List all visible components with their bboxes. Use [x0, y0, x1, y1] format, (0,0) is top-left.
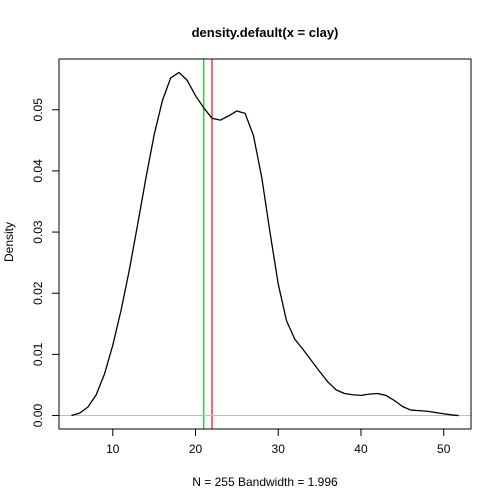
y-tick-label: 0.01 [31, 342, 45, 366]
x-axis-label: N = 255 Bandwidth = 1.996 [192, 475, 338, 489]
x-tick-label: 20 [189, 442, 203, 456]
density-curve-0 [71, 71, 459, 417]
y-axis: 0.00 0.01 0.02 0.03 0.04 0.05 [31, 98, 60, 428]
plot-frame [58, 58, 472, 430]
x-tick-label: 50 [437, 442, 451, 456]
y-axis-label: Density [2, 222, 16, 262]
y-tick-label: 0.04 [31, 159, 45, 183]
y-tick-label: 0.05 [31, 98, 45, 122]
x-tick-label: 10 [106, 442, 120, 456]
x-tick-label: 30 [272, 442, 286, 456]
plot-data-layer [59, 59, 471, 429]
x-tick-label: 40 [354, 442, 368, 456]
y-tick-label: 0.00 [31, 404, 45, 428]
plot-title: density.default(x = clay) [192, 25, 339, 40]
y-tick-label: 0.02 [31, 281, 45, 305]
y-tick-label: 0.03 [31, 220, 45, 244]
